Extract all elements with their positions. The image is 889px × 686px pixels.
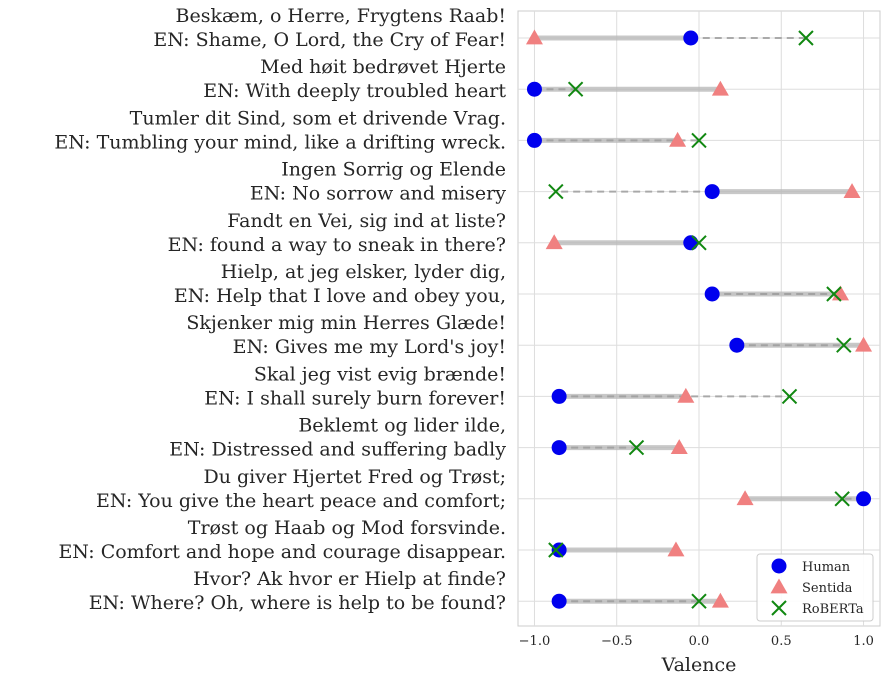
sentida-point [670, 439, 688, 454]
y-label-danish: Trøst og Haab og Mod forsvinde. [188, 517, 506, 539]
sentida-point [711, 80, 729, 96]
x-tick-label: −0.5 [601, 634, 633, 649]
human-point [526, 132, 542, 148]
x-tick-label: 0.5 [771, 634, 792, 649]
y-label-english: EN: Help that I love and obey you, [174, 285, 506, 307]
y-label-danish: Skjenker mig min Herres Glæde! [186, 312, 506, 334]
x-stroke [691, 132, 707, 149]
y-label-english: EN: You give the heart peace and comfort… [96, 490, 506, 512]
x-stroke [834, 491, 850, 507]
y-label-english: EN: Distressed and suffering badly [169, 439, 506, 461]
y-label-english: EN: With deeply troubled heart [203, 80, 506, 102]
legend-label: Sentida [802, 581, 853, 596]
sentida-point [711, 592, 729, 608]
data-markers [525, 29, 873, 609]
human-point [551, 593, 567, 609]
x-stroke [548, 183, 564, 200]
legend-box [756, 553, 874, 622]
y-label-danish: Beklemt og lider ilde, [298, 415, 506, 437]
roberta-point [567, 81, 584, 97]
y-label-danish: Hielp, at jeg elsker, lyder dig, [221, 261, 506, 283]
sentida-point [843, 183, 861, 198]
connector-lines [534, 35, 864, 604]
sentida-point [736, 490, 754, 506]
human-point [551, 388, 567, 404]
roberta-point [691, 132, 707, 149]
sentida-point [855, 336, 873, 352]
x-tick-label: 1.0 [853, 634, 874, 649]
human-point [856, 491, 872, 507]
x-stroke [691, 235, 707, 251]
legend-label: Human [802, 560, 851, 575]
roberta-point [826, 286, 842, 302]
y-label-danish: Tumler dit Sind, som et drivende Vrag. [130, 107, 506, 129]
x-axis-label: Valence [661, 654, 737, 676]
sentida-point [525, 29, 543, 45]
human-point [729, 337, 745, 353]
x-axis-ticks: −1.0 −0.5 0.0 0.5 1.0 [519, 634, 874, 649]
roberta-point [798, 30, 814, 46]
legend: Human Sentida RoBERTa [756, 553, 874, 622]
y-label-danish: Med høit bedrøvet Hjerte [260, 56, 506, 78]
sentida-point [545, 234, 563, 250]
y-label-danish: Fandt en Vei, sig ind at liste? [227, 210, 506, 232]
human-point [683, 235, 699, 251]
y-label-english: EN: I shall surely burn forever! [204, 387, 506, 409]
roberta-point [836, 337, 852, 353]
y-label-english: EN: found a way to sneak in there? [168, 234, 506, 256]
human-point [704, 286, 720, 302]
legend-marker [771, 558, 787, 574]
x-stroke [826, 286, 842, 302]
legend-marker [771, 600, 787, 616]
y-label-danish: Du giver Hjertet Fred og Trøst; [203, 466, 506, 488]
human-point [704, 184, 720, 200]
y-label-english: EN: Shame, O Lord, the Cry of Fear! [153, 29, 506, 51]
x-stroke [548, 542, 564, 558]
x-stroke [798, 30, 814, 46]
x-tick-label: 0.0 [689, 634, 710, 649]
x-stroke [567, 81, 584, 97]
x-stroke [771, 600, 787, 616]
roberta-point [548, 542, 564, 558]
y-axis-labels: Beskæm, o Herre, Frygtens Raab!EN: Shame… [54, 5, 506, 614]
human-point [683, 30, 699, 46]
sentida-point [677, 387, 695, 403]
roberta-point [781, 388, 798, 405]
y-label-danish: Skal jeg vist evig brænde! [254, 363, 506, 385]
human-point [526, 81, 542, 97]
legend-label: RoBERTa [802, 602, 864, 617]
human-point [551, 542, 567, 558]
y-label-danish: Hvor? Ak hvor er Hielp at finde? [193, 568, 506, 590]
y-label-english: EN: No sorrow and misery [250, 183, 506, 205]
roberta-point [628, 439, 645, 456]
y-label-english: EN: Where? Oh, where is help to be found… [89, 592, 506, 614]
x-stroke [836, 337, 852, 353]
roberta-point [548, 183, 564, 200]
sentida-point [667, 541, 685, 557]
y-label-danish: Beskæm, o Herre, Frygtens Raab! [176, 5, 506, 27]
legend-marker [770, 578, 788, 594]
y-label-danish: Ingen Sorrig og Elende [281, 159, 506, 181]
roberta-point [691, 593, 707, 609]
sentida-point [669, 131, 687, 147]
x-stroke [691, 593, 707, 609]
human-point [551, 440, 567, 456]
roberta-point [834, 491, 850, 507]
x-stroke [781, 388, 798, 405]
x-stroke [628, 439, 645, 456]
x-tick-label: −1.0 [519, 634, 551, 649]
y-label-english: EN: Gives me my Lord's joy! [233, 336, 506, 358]
y-label-english: EN: Comfort and hope and courage disappe… [58, 541, 506, 563]
roberta-point [691, 235, 707, 251]
y-label-english: EN: Tumbling your mind, like a drifting … [54, 131, 506, 153]
